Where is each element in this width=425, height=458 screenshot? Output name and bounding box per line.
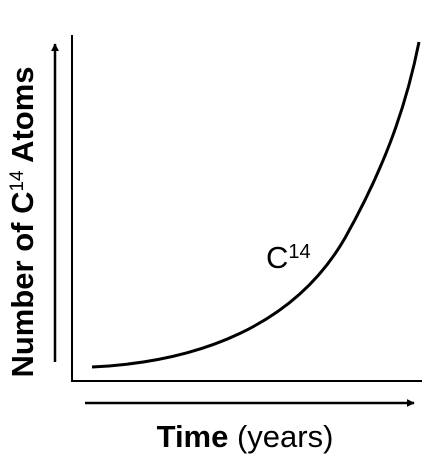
x-label-bold: Time xyxy=(157,419,229,454)
curve-label-superscript: 14 xyxy=(288,241,310,263)
x-axis-label: Time (years) xyxy=(157,419,334,454)
y-label-text: Number of C xyxy=(5,192,40,378)
y-label-superscript: 14 xyxy=(7,170,28,192)
growth-curve xyxy=(91,41,421,369)
y-axis-label: Number of C14 Atoms xyxy=(5,66,40,377)
curve-label: C14 xyxy=(266,240,311,275)
y-label-text-after: Atoms xyxy=(5,66,40,170)
x-label-rest: (years) xyxy=(228,419,333,454)
curve-label-text: C xyxy=(266,240,288,275)
